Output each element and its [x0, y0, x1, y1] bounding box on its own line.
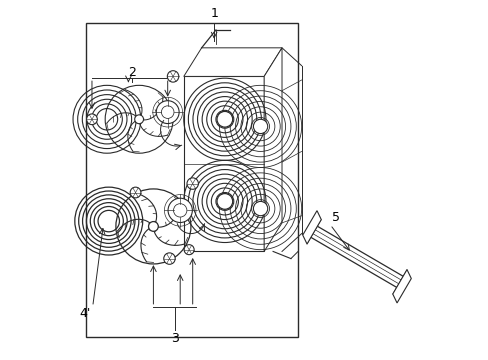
Text: 5: 5	[331, 211, 339, 224]
Circle shape	[167, 71, 179, 82]
Circle shape	[86, 114, 97, 125]
Polygon shape	[392, 270, 410, 303]
Circle shape	[163, 253, 175, 264]
Circle shape	[156, 101, 179, 123]
Bar	[183, 76, 264, 251]
Bar	[85, 23, 298, 337]
Polygon shape	[264, 48, 282, 251]
Circle shape	[253, 119, 267, 134]
Circle shape	[217, 111, 232, 127]
Circle shape	[217, 194, 232, 209]
Text: 2: 2	[128, 66, 136, 79]
Circle shape	[130, 187, 141, 198]
Circle shape	[253, 202, 267, 216]
Circle shape	[168, 198, 192, 222]
Circle shape	[148, 221, 158, 231]
Polygon shape	[302, 211, 321, 244]
Text: 1: 1	[210, 8, 218, 21]
Text: 3: 3	[170, 333, 179, 346]
Text: 4': 4'	[80, 307, 91, 320]
Circle shape	[186, 178, 198, 189]
Circle shape	[184, 245, 194, 255]
Polygon shape	[183, 48, 282, 76]
Circle shape	[134, 115, 143, 124]
